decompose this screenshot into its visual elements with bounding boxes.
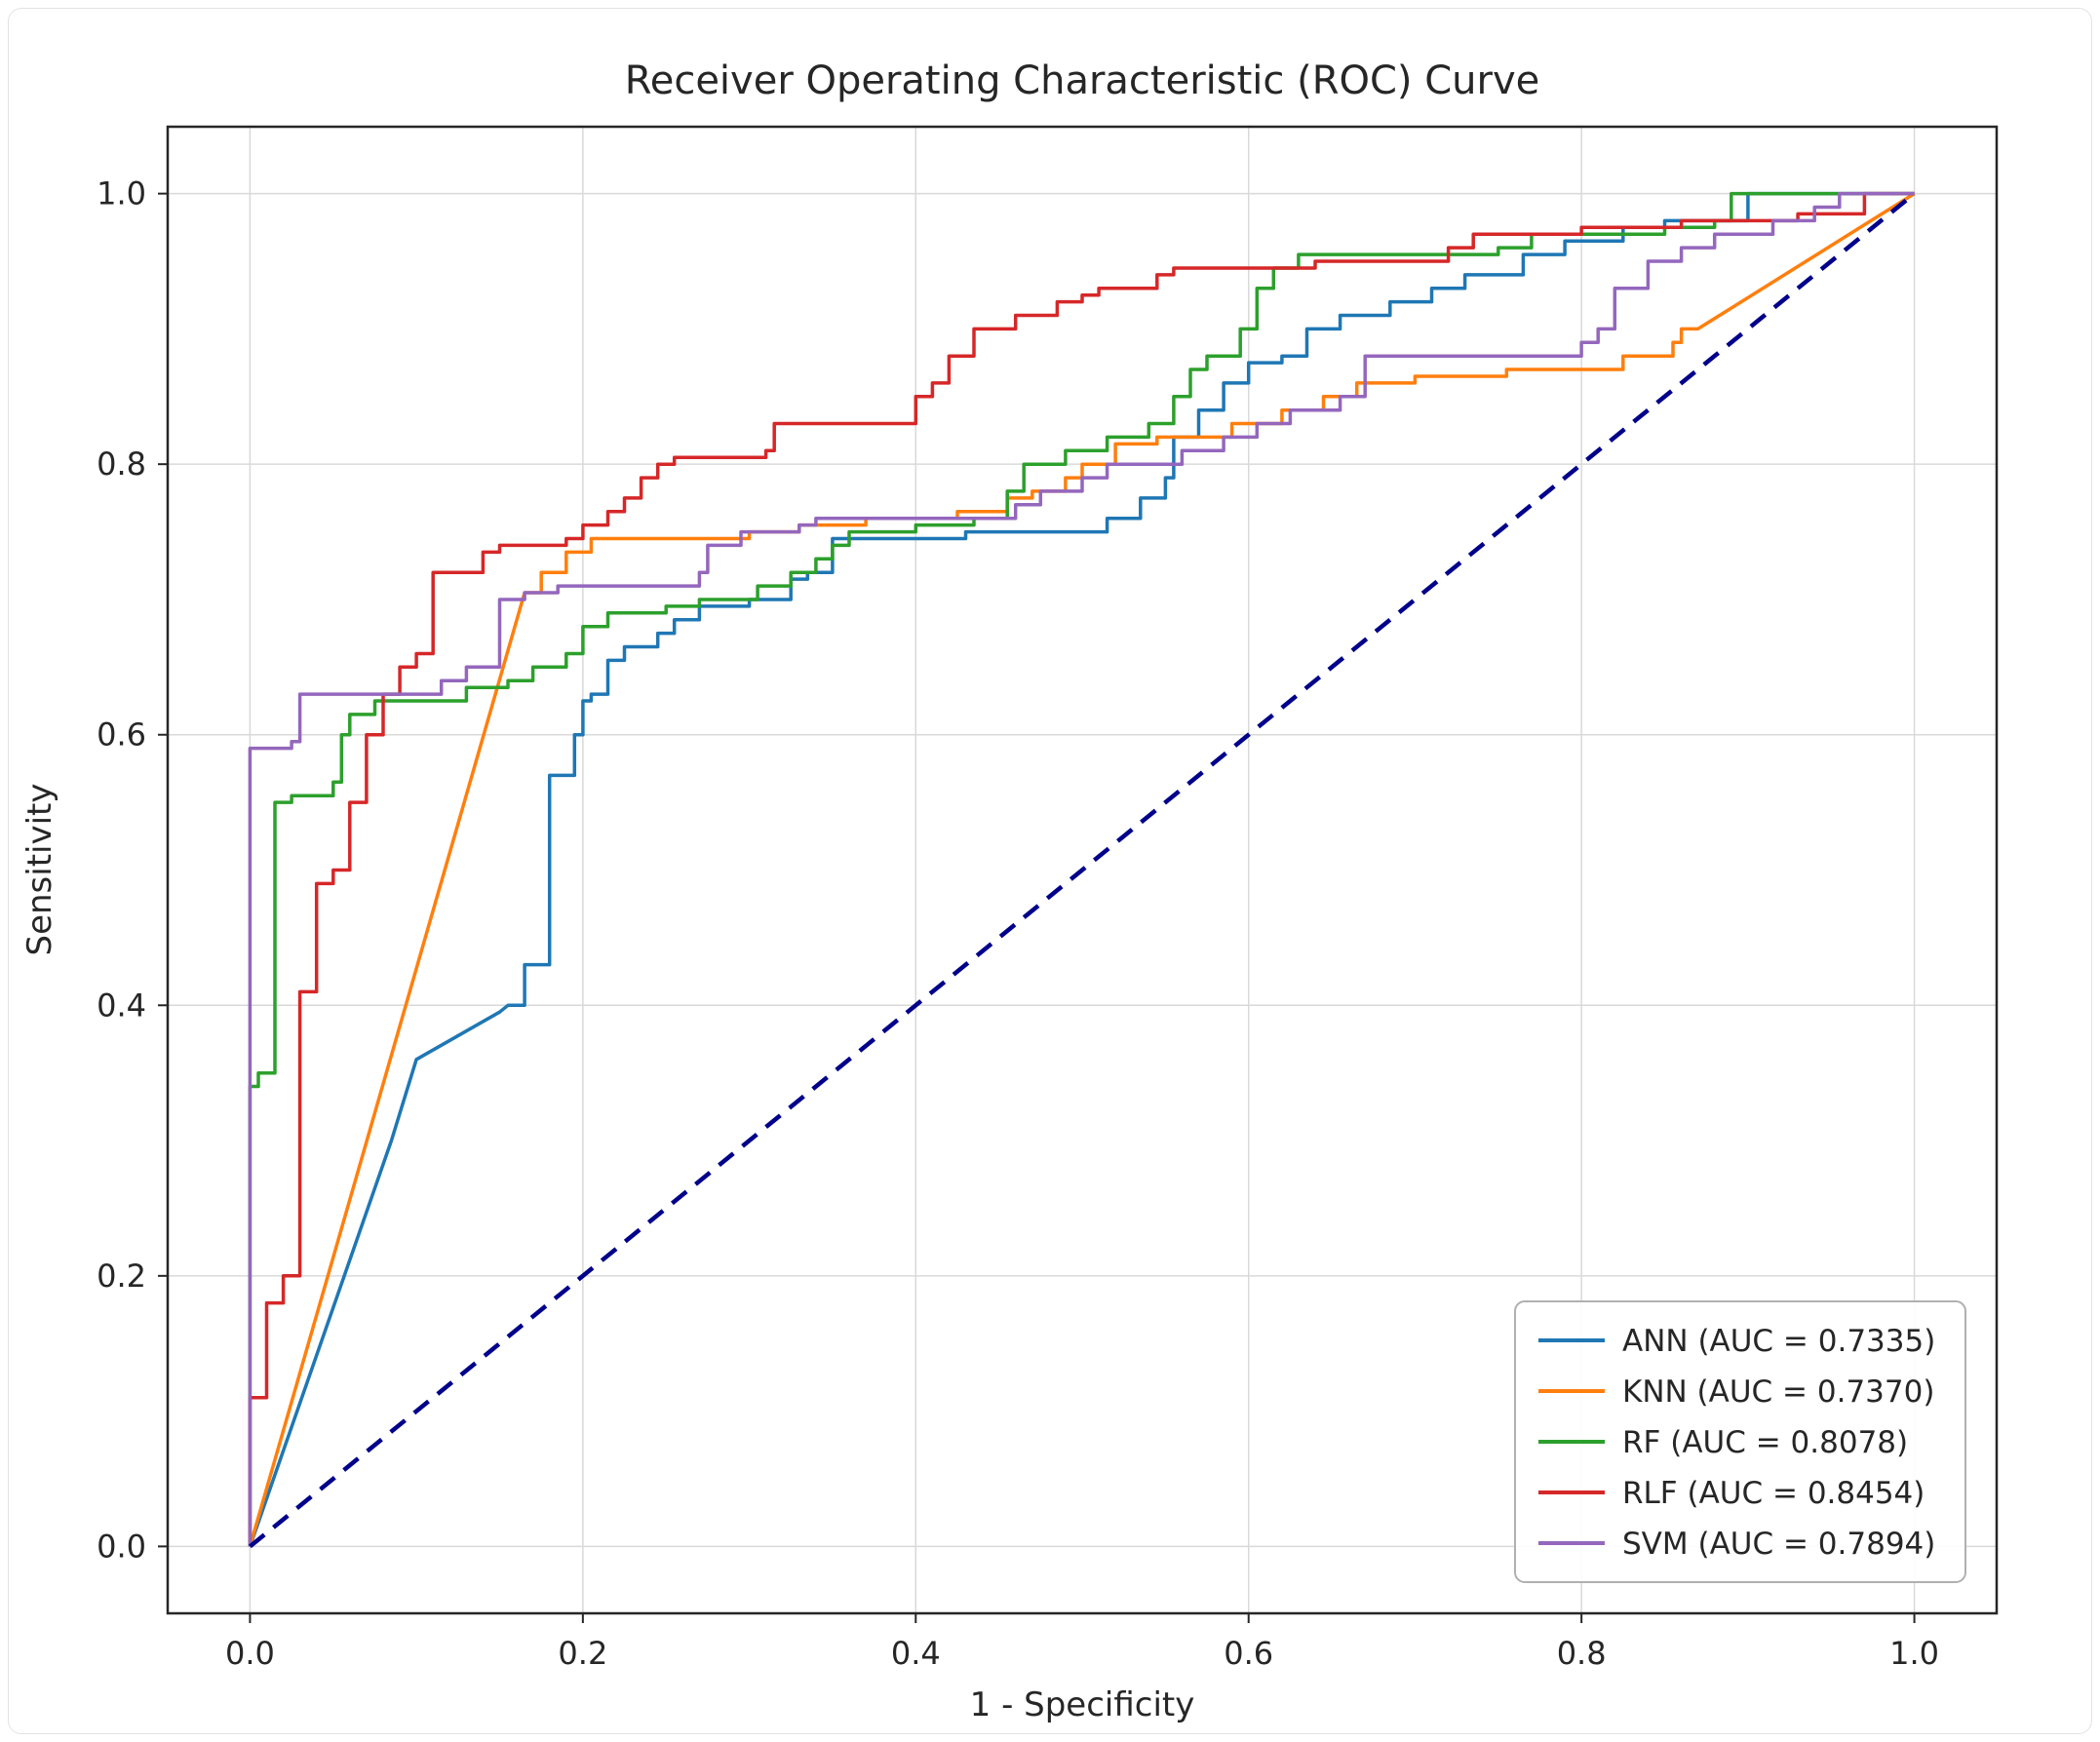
x-tick-label: 0.0 bbox=[225, 1635, 275, 1672]
legend-label-ANN: ANN (AUC = 0.7335) bbox=[1622, 1324, 1935, 1359]
series-line-ANN bbox=[248, 191, 1915, 1547]
x-tick-label: 0.2 bbox=[558, 1635, 607, 1672]
y-tick-label: 0.0 bbox=[97, 1528, 146, 1565]
x-tick-label: 0.4 bbox=[891, 1635, 941, 1672]
x-tick-label: 1.0 bbox=[1889, 1635, 1939, 1672]
legend-label-KNN: KNN (AUC = 0.7370) bbox=[1622, 1374, 1934, 1410]
series-line-RF bbox=[248, 191, 1915, 1547]
x-tick-label: 0.8 bbox=[1557, 1635, 1607, 1672]
legend-label-SVM: SVM (AUC = 0.7894) bbox=[1622, 1527, 1935, 1562]
series-line-RLF bbox=[248, 191, 1915, 1547]
y-axis-label: Sensitivity bbox=[20, 783, 59, 955]
legend-label-RLF: RLF (AUC = 0.8454) bbox=[1622, 1476, 1925, 1511]
series-line-KNN bbox=[248, 192, 1916, 1547]
chance-diagonal-line bbox=[249, 191, 1916, 1549]
y-tick-label: 0.6 bbox=[97, 716, 146, 754]
legend-label-RF: RF (AUC = 0.8078) bbox=[1622, 1425, 1908, 1460]
legend: ANN (AUC = 0.7335) KNN (AUC = 0.7370) RF (… bbox=[1514, 1300, 1966, 1583]
x-tick-label: 0.6 bbox=[1224, 1635, 1273, 1672]
chart-title: Receiver Operating Characteristic (ROC) … bbox=[625, 58, 1540, 103]
plot-border bbox=[166, 125, 1999, 1615]
y-tick-label: 0.4 bbox=[97, 987, 146, 1024]
legend-box bbox=[1514, 1300, 1966, 1583]
series-lines bbox=[248, 191, 1916, 1549]
y-tick-label: 0.2 bbox=[97, 1258, 146, 1295]
y-tick-label: 1.0 bbox=[97, 175, 146, 213]
y-tick-label: 0.8 bbox=[97, 445, 146, 483]
axis-ticks: 0.0 0.2 0.4 0.6 0.8 1.0 0.0 0.2 0.4 0.6 0.8 1.0 bbox=[97, 175, 1939, 1672]
series-line-SVM bbox=[248, 191, 1915, 1547]
x-axis-label: 1 - Specificity bbox=[970, 1685, 1195, 1724]
